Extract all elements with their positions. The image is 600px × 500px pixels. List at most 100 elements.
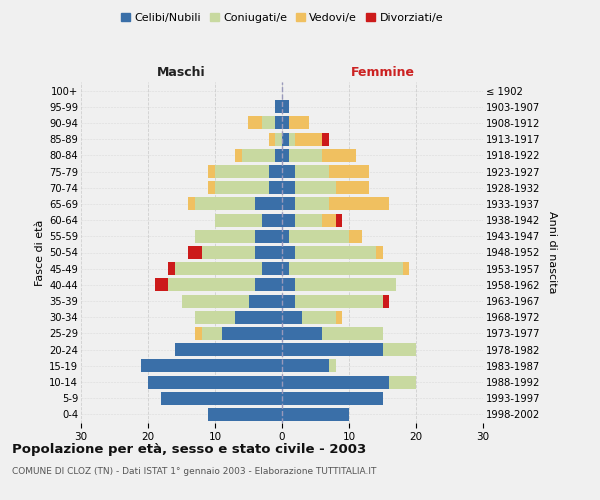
Bar	[282, 311, 302, 324]
Bar	[322, 149, 356, 162]
Bar	[269, 132, 275, 145]
Bar	[282, 392, 383, 404]
Bar	[295, 246, 376, 259]
Bar	[329, 165, 369, 178]
Bar	[255, 246, 282, 259]
Bar	[195, 230, 255, 243]
Bar	[248, 116, 262, 130]
Bar	[322, 327, 383, 340]
Bar	[275, 116, 282, 130]
Bar	[202, 246, 255, 259]
Bar	[295, 182, 335, 194]
Bar	[215, 182, 269, 194]
Bar	[403, 262, 409, 275]
Bar	[195, 327, 202, 340]
Bar	[282, 343, 383, 356]
Y-axis label: Fasce di età: Fasce di età	[35, 220, 45, 286]
Bar	[269, 182, 282, 194]
Bar	[215, 165, 269, 178]
Bar	[282, 100, 289, 114]
Bar	[322, 214, 335, 226]
Bar	[182, 294, 248, 308]
Bar	[295, 165, 329, 178]
Bar	[275, 100, 282, 114]
Bar	[235, 311, 282, 324]
Bar	[335, 214, 343, 226]
Bar	[289, 116, 309, 130]
Bar	[262, 214, 282, 226]
Bar	[155, 278, 168, 291]
Bar	[295, 214, 322, 226]
Bar	[269, 165, 282, 178]
Bar	[289, 262, 403, 275]
Bar	[335, 311, 343, 324]
Bar	[168, 278, 255, 291]
Bar	[282, 376, 389, 388]
Bar	[282, 230, 289, 243]
Y-axis label: Anni di nascita: Anni di nascita	[547, 211, 557, 294]
Bar	[282, 246, 295, 259]
Bar	[275, 149, 282, 162]
Bar	[248, 294, 282, 308]
Text: COMUNE DI CLOZ (TN) - Dati ISTAT 1° gennaio 2003 - Elaborazione TUTTITALIA.IT: COMUNE DI CLOZ (TN) - Dati ISTAT 1° genn…	[12, 468, 376, 476]
Bar	[282, 262, 289, 275]
Bar	[289, 230, 349, 243]
Bar	[188, 246, 202, 259]
Bar	[282, 198, 295, 210]
Bar	[161, 392, 282, 404]
Bar	[222, 327, 282, 340]
Bar	[282, 327, 322, 340]
Bar	[295, 132, 322, 145]
Text: Popolazione per età, sesso e stato civile - 2003: Popolazione per età, sesso e stato civil…	[12, 442, 366, 456]
Bar	[195, 311, 235, 324]
Bar	[142, 360, 282, 372]
Bar	[282, 182, 295, 194]
Bar	[282, 278, 295, 291]
Bar	[295, 198, 329, 210]
Bar	[289, 149, 322, 162]
Bar	[255, 278, 282, 291]
Bar	[175, 262, 262, 275]
Bar	[389, 376, 416, 388]
Bar	[282, 165, 295, 178]
Bar	[329, 360, 335, 372]
Bar	[376, 246, 383, 259]
Bar	[262, 116, 275, 130]
Bar	[282, 408, 349, 421]
Legend: Celibi/Nubili, Coniugati/e, Vedovi/e, Divorziati/e: Celibi/Nubili, Coniugati/e, Vedovi/e, Di…	[116, 8, 448, 27]
Bar	[215, 214, 262, 226]
Bar	[255, 230, 282, 243]
Bar	[208, 182, 215, 194]
Bar	[282, 214, 295, 226]
Bar	[208, 408, 282, 421]
Bar	[329, 198, 389, 210]
Bar	[322, 132, 329, 145]
Bar	[282, 149, 289, 162]
Bar	[302, 311, 335, 324]
Bar	[235, 149, 242, 162]
Bar	[349, 230, 362, 243]
Bar	[383, 343, 416, 356]
Bar	[202, 327, 222, 340]
Text: Maschi: Maschi	[157, 66, 206, 80]
Text: Femmine: Femmine	[350, 66, 415, 80]
Bar	[282, 294, 295, 308]
Bar	[295, 278, 396, 291]
Bar	[255, 198, 282, 210]
Bar	[282, 360, 329, 372]
Bar	[195, 198, 255, 210]
Bar	[188, 198, 195, 210]
Bar	[282, 116, 289, 130]
Bar	[175, 343, 282, 356]
Bar	[295, 294, 383, 308]
Bar	[275, 132, 282, 145]
Bar	[168, 262, 175, 275]
Bar	[148, 376, 282, 388]
Bar	[383, 294, 389, 308]
Bar	[242, 149, 275, 162]
Bar	[208, 165, 215, 178]
Bar	[289, 132, 295, 145]
Bar	[282, 132, 289, 145]
Bar	[335, 182, 369, 194]
Bar	[262, 262, 282, 275]
